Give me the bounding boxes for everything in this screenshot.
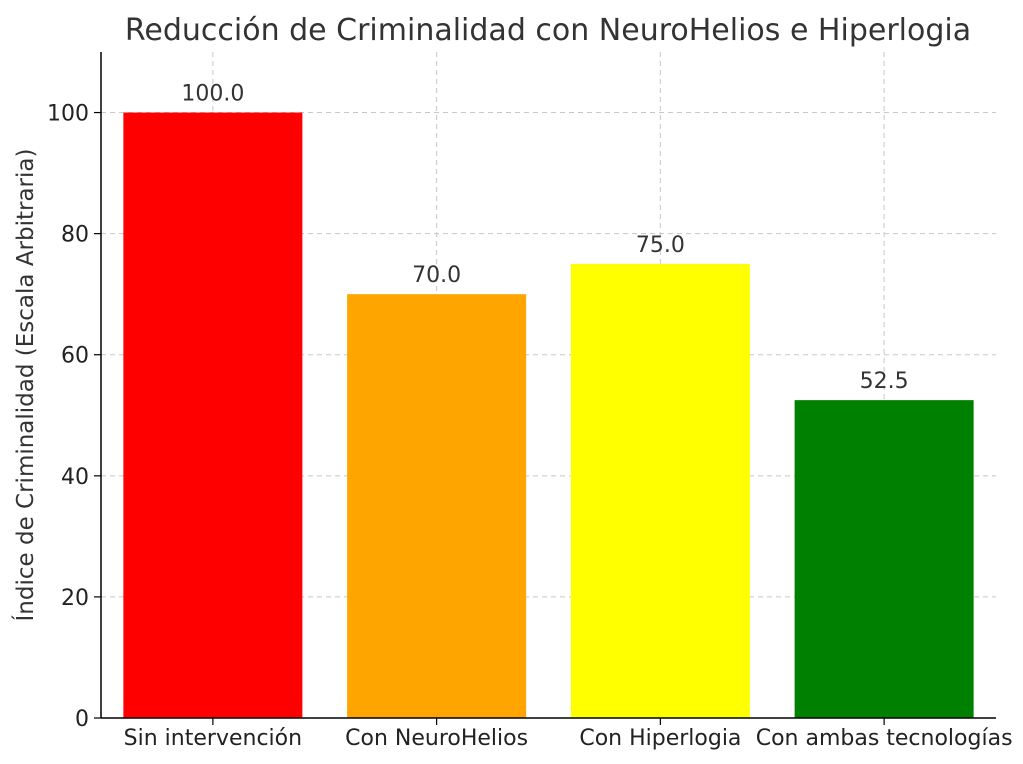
labels: 100.0 70.0 75.0 52.5 0 20 40 60 80 100 Sin interve…	[47, 82, 1013, 751]
x-tick-label-2: Con Hiperlogia	[579, 726, 741, 751]
y-tick-label-5: 100	[47, 102, 89, 127]
x-tick-label-0: Sin intervención	[124, 726, 302, 751]
bar-value-label-2: 75.0	[636, 233, 685, 258]
y-tick-label-1: 20	[61, 586, 89, 611]
y-tick-label-4: 80	[61, 223, 89, 248]
bar-2	[570, 263, 750, 718]
bar-value-label-0: 100.0	[181, 82, 244, 107]
bar-1	[347, 294, 527, 718]
bar-value-label-3: 52.5	[860, 369, 909, 394]
y-tick-label-2: 40	[61, 465, 89, 490]
y-axis-label: Índice de Criminalidad (Escala Arbitrari…	[11, 149, 39, 622]
chart-title: Reducción de Criminalidad con NeuroHelio…	[125, 13, 971, 48]
x-tick-label-3: Con ambas tecnologías	[756, 726, 1013, 751]
bar-0	[123, 112, 303, 718]
y-tick-label-3: 60	[61, 344, 89, 369]
bars	[123, 112, 974, 718]
x-tick-label-1: Con NeuroHelios	[345, 726, 528, 751]
y-tick-label-0: 0	[75, 707, 89, 732]
bar-3	[794, 400, 974, 718]
axes	[94, 52, 996, 725]
bar-value-label-1: 70.0	[412, 263, 461, 288]
